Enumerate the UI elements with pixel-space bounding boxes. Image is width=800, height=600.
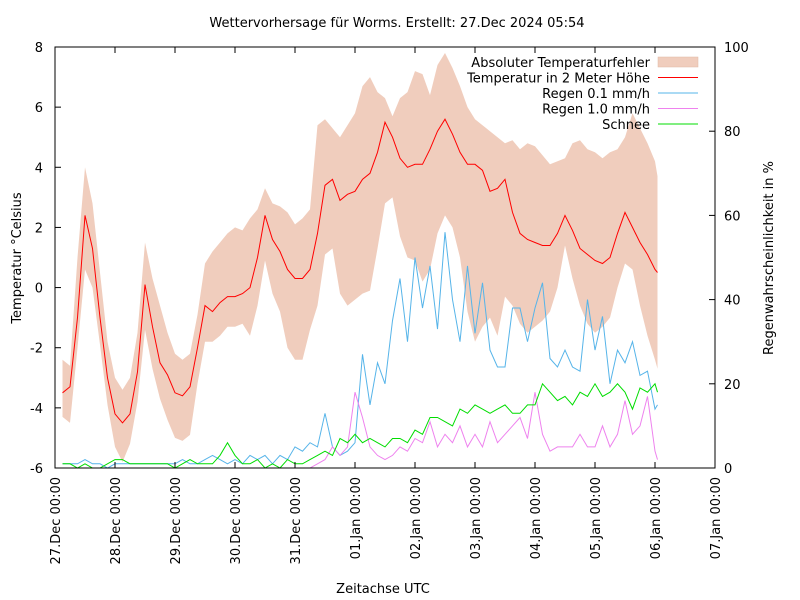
legend-label: Regen 1.0 mm/h xyxy=(542,103,650,118)
temperature-line-series xyxy=(62,118,658,424)
x-axis-label: Zeitachse UTC xyxy=(336,582,430,597)
legend-label: Temperatur in 2 Meter Höhe xyxy=(466,72,650,87)
y2-axis-label: Regenwahrscheinlichkeit in % xyxy=(762,161,777,355)
y2-tick-label: 80 xyxy=(724,125,741,140)
legend-label: Schnee xyxy=(602,118,650,133)
x-tick-label: 27.Dec 00:00 xyxy=(49,477,64,564)
y-axis-label: Temperatur °Celsius xyxy=(10,192,25,325)
snow-line-series xyxy=(62,382,658,469)
y-tick-label: 0 xyxy=(35,282,43,297)
y2-tick-label: 60 xyxy=(724,209,741,224)
y-tick-label: -4 xyxy=(30,402,43,417)
error-band-layer xyxy=(62,53,658,462)
x-tick-label: 28.Dec 00:00 xyxy=(109,477,124,564)
chart-title: Wettervorhersage für Worms. Erstellt: 27… xyxy=(209,16,584,31)
plot-frame xyxy=(54,46,716,469)
y-tick-label: 6 xyxy=(35,101,43,116)
y-tick-label: 2 xyxy=(35,221,43,236)
x-tick-label: 31.Dec 00:00 xyxy=(289,477,304,564)
x-tick-label: 05.Jan 00:00 xyxy=(589,477,604,559)
x-tick-label: 02.Jan 00:00 xyxy=(409,477,424,559)
rain-10-line-series xyxy=(62,392,658,469)
y-tick-label: -2 xyxy=(30,342,43,357)
legend-label: Absoluter Temperaturfehler xyxy=(471,56,650,71)
x-tick-label: 04.Jan 00:00 xyxy=(529,477,544,559)
y2-tick-label: 20 xyxy=(724,378,741,393)
y2-tick-label: 100 xyxy=(724,41,749,56)
x-tick-label: 01.Jan 00:00 xyxy=(349,477,364,559)
legend-label: Regen 0.1 mm/h xyxy=(542,87,650,102)
legend-swatch-band xyxy=(657,56,699,68)
y2-tick-label: 0 xyxy=(724,462,732,477)
x-tick-label: 06.Jan 00:00 xyxy=(649,477,664,559)
x-tick-label: 30.Dec 00:00 xyxy=(229,477,244,564)
y2-tick-label: 40 xyxy=(724,294,741,309)
x-tick-label: 07.Jan 00:00 xyxy=(709,477,724,559)
x-tick-label: 29.Dec 00:00 xyxy=(169,477,184,564)
y-tick-label: -6 xyxy=(30,462,43,477)
y-tick-label: 8 xyxy=(35,41,43,56)
x-tick-label: 03.Jan 00:00 xyxy=(469,477,484,559)
temperature-error-band xyxy=(62,53,658,462)
y-tick-label: 4 xyxy=(35,161,43,176)
